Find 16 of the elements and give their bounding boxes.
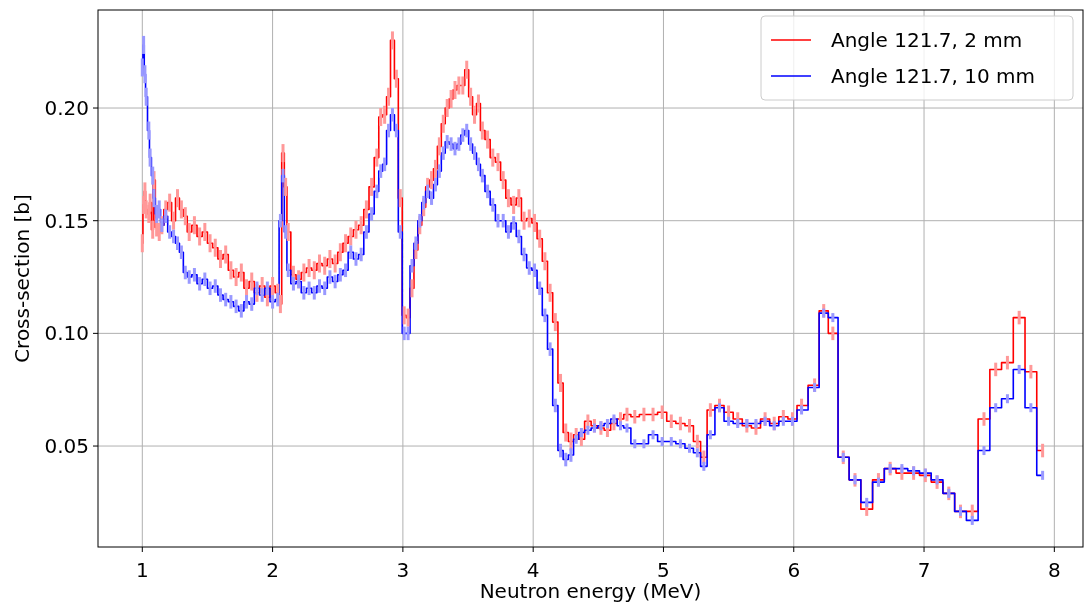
legend-label: Angle 121.7, 10 mm — [831, 64, 1036, 88]
x-axis-title: Neutron energy (MeV) — [479, 579, 702, 603]
x-tick-label: 1 — [135, 558, 149, 582]
y-tick-label: 0.15 — [44, 208, 89, 233]
x-tick-label: 7 — [917, 558, 931, 582]
y-axis-title: Cross-section [b] — [10, 194, 34, 363]
y-tick-label: 0.20 — [44, 96, 89, 121]
y-tick-label: 0.10 — [44, 321, 89, 346]
x-tick-label: 5 — [657, 558, 670, 582]
x-tick-label: 2 — [266, 558, 279, 582]
x-tick-label: 8 — [1047, 558, 1061, 582]
x-tick-label: 6 — [787, 558, 801, 582]
x-tick-label: 3 — [396, 558, 410, 582]
legend-label: Angle 121.7, 2 mm — [831, 28, 1023, 52]
x-tick-label: 4 — [526, 558, 540, 582]
y-tick-label: 0.05 — [44, 434, 89, 459]
